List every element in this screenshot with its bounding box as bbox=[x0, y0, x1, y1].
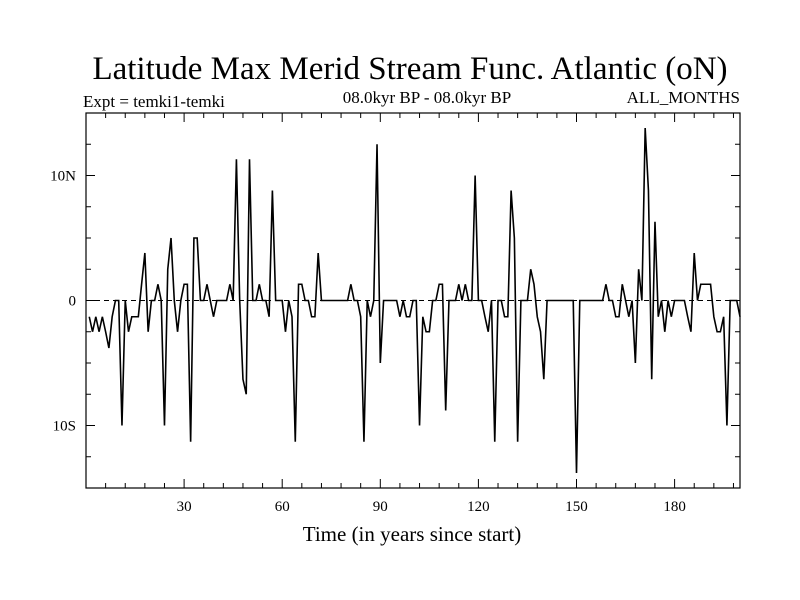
chart-title: Latitude Max Merid Stream Func. Atlantic… bbox=[92, 51, 727, 87]
x-axis-label: Time (in years since start) bbox=[303, 522, 522, 546]
series-line-latitude bbox=[88, 127, 741, 474]
x-tick-label: 30 bbox=[177, 499, 192, 515]
y-tick-label: 10S bbox=[53, 419, 76, 435]
subtitle-right: ALL_MONTHS bbox=[627, 88, 740, 107]
x-tick-label: 180 bbox=[663, 499, 686, 515]
x-tick-label: 120 bbox=[467, 499, 490, 515]
y-tick-label: 10N bbox=[50, 169, 76, 185]
subtitle-left: Expt = temki1-temki bbox=[83, 92, 225, 111]
plot-area: 30 60 90 120 150 180 10N 0 10S bbox=[50, 112, 741, 515]
x-tick-label: 150 bbox=[565, 499, 588, 515]
x-tick-label: 60 bbox=[275, 499, 290, 515]
y-tick-label: 0 bbox=[69, 294, 77, 310]
x-tick-label: 90 bbox=[373, 499, 388, 515]
subtitle-center: 08.0kyr BP - 08.0kyr BP bbox=[343, 88, 511, 107]
